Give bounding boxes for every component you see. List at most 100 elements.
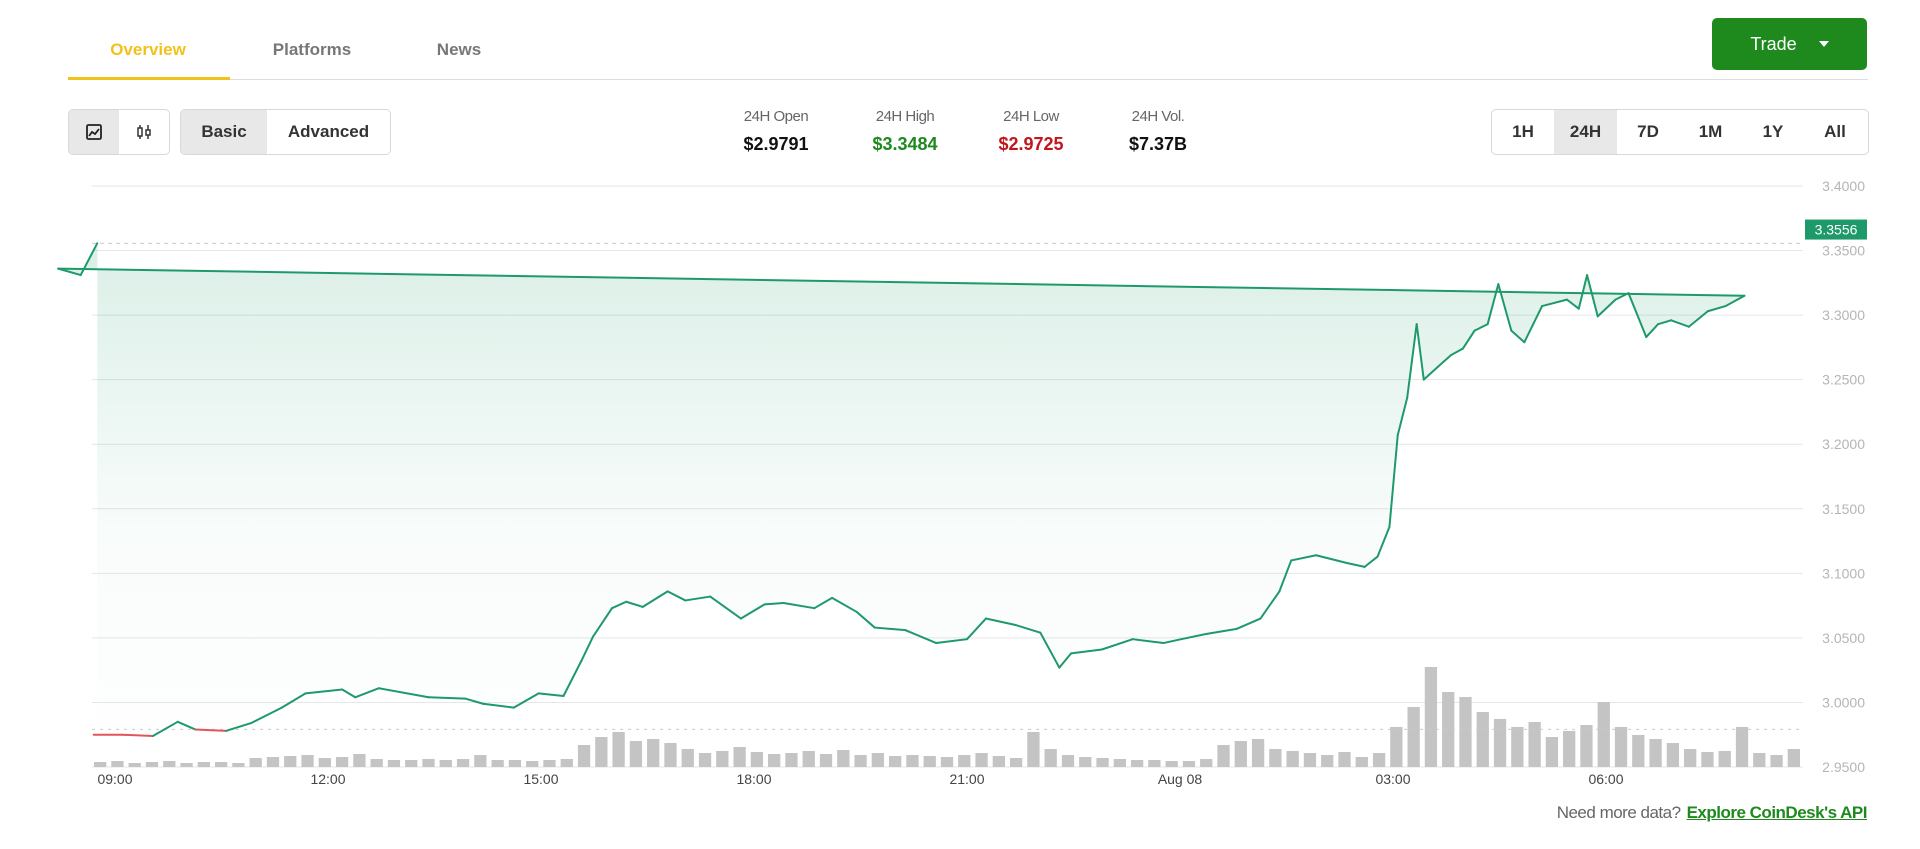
range-all[interactable]: All <box>1824 122 1846 141</box>
price-line-segment <box>562 660 583 697</box>
volume-bar <box>1286 751 1299 767</box>
price-line-segment <box>625 600 644 608</box>
candlestick-button[interactable] <box>119 110 169 154</box>
chart-type-toggle <box>68 109 170 155</box>
tab-divider <box>68 79 1868 80</box>
price-line-segment <box>1461 329 1476 350</box>
advanced-button[interactable]: Advanced <box>287 122 370 141</box>
volume-bar <box>1096 758 1109 767</box>
volume-bar <box>1632 735 1645 767</box>
volume-bar <box>664 743 677 767</box>
price-line-segment <box>855 611 876 629</box>
range-selector: 1H 24H 7D 1M 1Y All <box>1491 109 1869 155</box>
volume-bar <box>543 760 556 767</box>
stat-24h-open: 24H Open $2.9791 <box>743 108 808 155</box>
range-7d[interactable]: 7D <box>1637 122 1659 141</box>
volume-bar <box>854 755 867 767</box>
price-line-segment <box>1449 347 1464 357</box>
volume-bar <box>301 755 314 767</box>
stat-label: 24H Open <box>743 108 809 125</box>
volume-bar <box>1476 712 1489 767</box>
current-price-label: 3.3556 <box>1815 222 1858 238</box>
price-line-segment <box>1131 638 1165 645</box>
price-line-segment <box>1706 305 1727 313</box>
range-24h[interactable]: 24H <box>1554 110 1617 154</box>
range-1y[interactable]: 1Y <box>1762 122 1784 141</box>
tab-platforms[interactable]: Platforms <box>272 40 352 59</box>
price-line-segment <box>1235 617 1262 630</box>
price-line-segment <box>377 687 430 699</box>
price-line-segment <box>904 629 938 645</box>
volume-bar <box>249 758 262 767</box>
volume-bar <box>1165 761 1178 767</box>
volume-bar <box>422 759 435 767</box>
line-chart-button[interactable] <box>69 110 119 154</box>
volume-bar <box>284 756 297 767</box>
volume-bar <box>508 760 522 767</box>
price-line-segment <box>280 692 307 709</box>
price-line-segment <box>1162 638 1183 645</box>
price-line-segment <box>341 688 357 699</box>
stat-24h-high: 24H High $3.3484 <box>872 108 937 155</box>
y-tick-label: 3.1000 <box>1822 565 1865 581</box>
volume-bar <box>214 762 228 767</box>
volume-bar <box>837 750 850 767</box>
price-line-segment <box>79 242 99 277</box>
volume-bar <box>1269 749 1282 767</box>
volume-bar <box>1787 749 1800 767</box>
price-line-segment <box>304 688 344 695</box>
volume-bar <box>1580 725 1593 767</box>
price-line-segment <box>1565 298 1580 310</box>
basic-button[interactable]: Basic <box>181 110 267 154</box>
stat-label: 24H Low <box>1003 108 1059 125</box>
volume-bar <box>1355 757 1368 767</box>
volume-bar <box>1545 737 1559 767</box>
volume-bar <box>197 762 210 767</box>
volume-bar <box>1338 752 1351 767</box>
volume-bar <box>560 759 573 767</box>
price-line-segment <box>831 596 858 614</box>
price-line-segment <box>1670 319 1690 328</box>
volume-bar <box>906 755 919 767</box>
volume-bar <box>1079 757 1092 767</box>
stat-value: $2.9725 <box>998 134 1064 154</box>
price-line-segment <box>1180 633 1208 641</box>
price-line-segment <box>1070 648 1103 655</box>
caret-down-icon <box>1818 41 1829 47</box>
price-line-segment <box>1376 525 1391 558</box>
price-line-segment <box>250 706 283 725</box>
volume-bar <box>1390 727 1403 767</box>
explore-api-link[interactable]: Explore CoinDesk's API <box>1686 803 1868 822</box>
price-line-segment <box>225 722 253 732</box>
volume-bar <box>1113 759 1126 767</box>
active-tab-indicator <box>68 77 230 80</box>
tab-overview[interactable]: Overview <box>110 40 186 59</box>
price-line-segment <box>1422 365 1439 381</box>
volume-bar <box>1493 719 1507 767</box>
price-line-segment <box>1510 329 1526 344</box>
price-line-segment <box>1278 559 1293 593</box>
price-line-segment <box>1627 292 1648 339</box>
price-line-segment <box>1396 396 1409 437</box>
volume-bar <box>1061 755 1075 767</box>
price-line-segment <box>1724 294 1746 308</box>
price-line-segment <box>176 720 197 731</box>
price-line-segment <box>1577 274 1589 310</box>
price-line-segment <box>1473 323 1489 332</box>
range-1h[interactable]: 1H <box>1512 122 1534 141</box>
volume-bar <box>629 741 643 767</box>
volume-bar <box>1459 697 1472 767</box>
stat-value: $3.3484 <box>872 134 938 154</box>
volume-bar <box>266 757 280 767</box>
price-line-segment <box>57 267 82 277</box>
volume-bar <box>595 737 608 767</box>
volume-bar <box>1649 739 1662 767</box>
volume-bar <box>491 760 504 767</box>
volume-bar <box>1027 732 1040 767</box>
range-1m[interactable]: 1M <box>1698 122 1723 141</box>
volume-bar <box>163 761 176 767</box>
trade-button[interactable]: Trade <box>1712 18 1867 70</box>
tab-news[interactable]: News <box>436 40 482 59</box>
stat-value: $7.37B <box>1128 134 1188 154</box>
